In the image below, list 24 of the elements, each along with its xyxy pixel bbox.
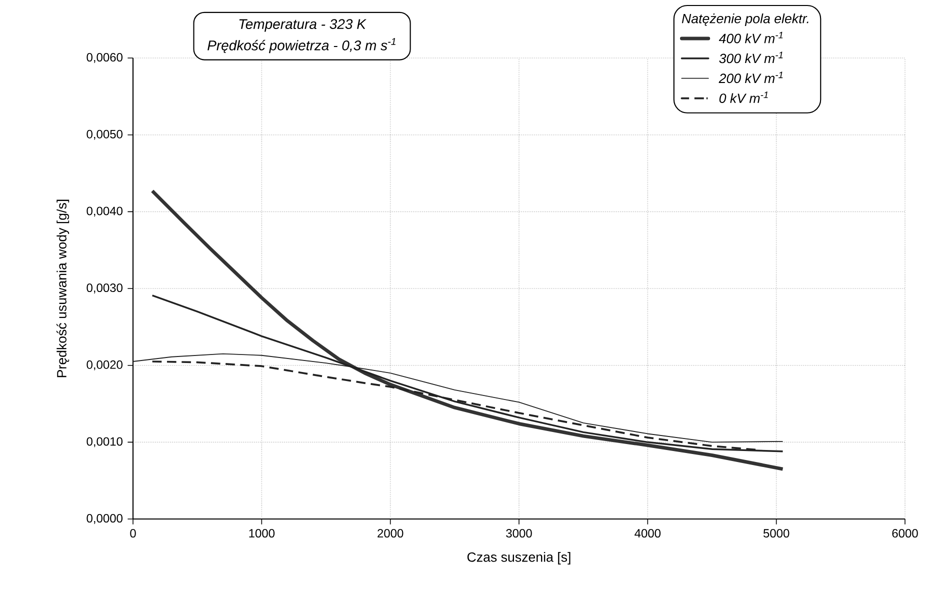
y-tick-label: 0,0040 xyxy=(86,206,122,217)
y-tick-label: 0,0010 xyxy=(86,437,122,448)
y-axis-title: Prędkość usuwania wody [g/s] xyxy=(56,200,70,378)
y-tick-label: 0,0030 xyxy=(86,284,122,294)
x-tick-label: 5000 xyxy=(763,529,790,538)
legend-label: 0 kV m$^{-1}$ xyxy=(719,92,768,104)
text: Prędkość powietrza - 0,3 m s$^{-1}$ xyxy=(208,38,396,54)
x-tick-label: 2000 xyxy=(378,529,404,538)
legend-label: 400 kV m$^{-1}$ xyxy=(718,32,783,44)
x-tick-label: 6000 xyxy=(892,529,918,538)
x-tick-label: 1000 xyxy=(249,529,275,538)
legend-label: 300 kV m$^{-1}$ xyxy=(719,52,783,64)
legend-label: 200 kV m$^{-1}$ xyxy=(718,72,783,84)
y-tick-label: 0,0000 xyxy=(86,514,122,524)
x-tick-label: 0 xyxy=(130,529,136,538)
x-axis-title: Czas suszenia [s] xyxy=(467,552,570,564)
x-tick-label: 3000 xyxy=(506,529,532,538)
legend-title: Natężenie pola elektr. xyxy=(682,14,808,26)
y-tick-label: 0,0060 xyxy=(86,53,122,63)
y-tick-label: 0,0020 xyxy=(86,360,122,370)
x-tick-label: 4000 xyxy=(634,529,661,538)
line-series xyxy=(150,189,785,471)
y-tick-label: 0,0050 xyxy=(86,130,122,140)
text: Temperatura - 323 K xyxy=(239,19,366,32)
